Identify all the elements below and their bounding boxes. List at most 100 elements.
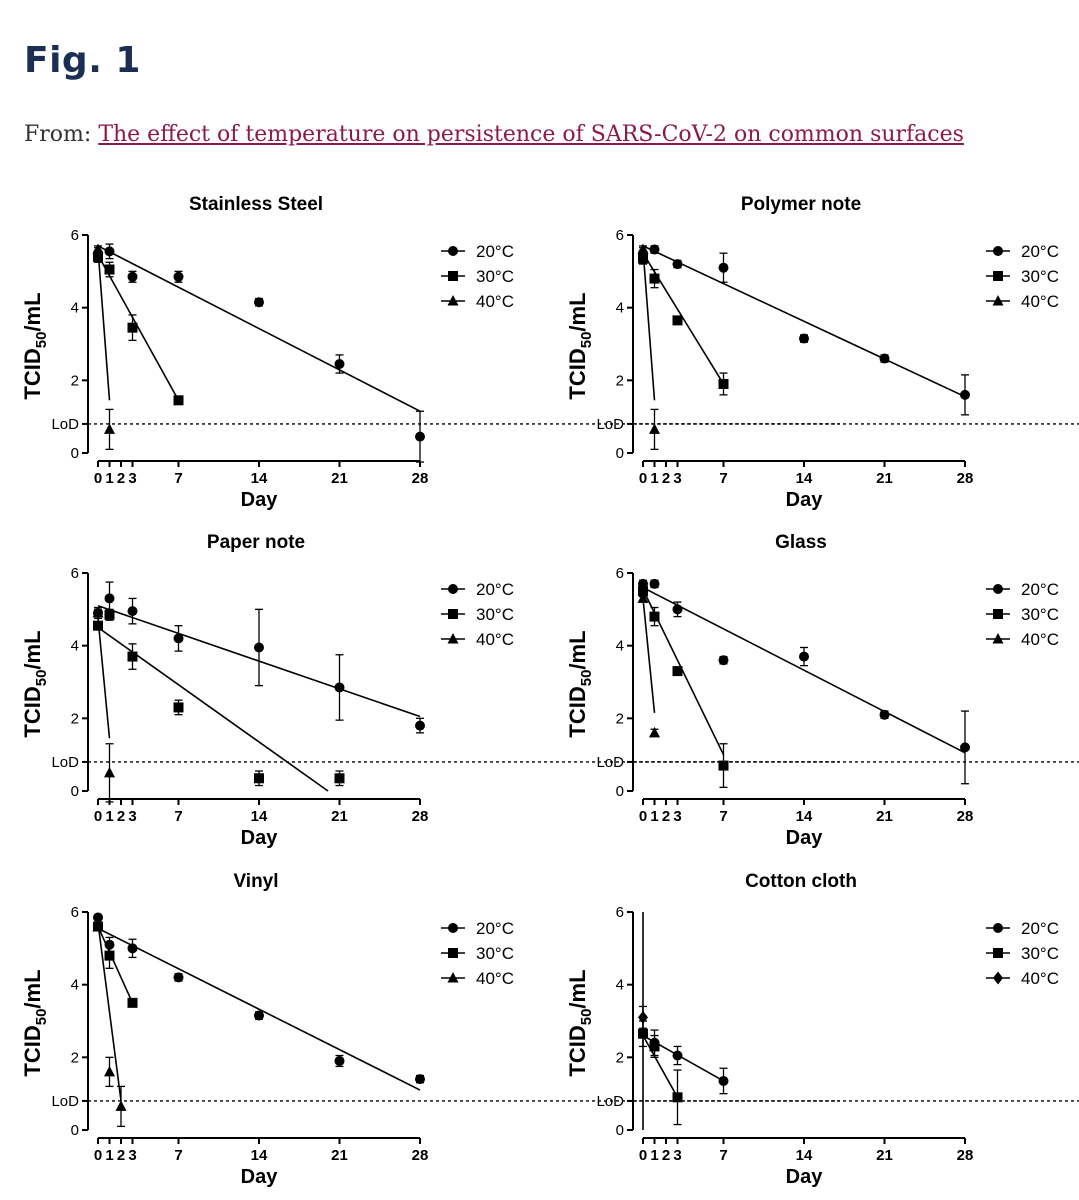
data-point — [173, 395, 184, 406]
y-tick-label: 4 — [616, 977, 624, 994]
y-axis-label: TCID50/mL — [565, 969, 595, 1076]
y-tick-label: 4 — [71, 638, 79, 655]
data-point — [334, 773, 345, 784]
x-tick-label: 2 — [117, 1147, 125, 1164]
x-tick-label: 2 — [117, 808, 125, 825]
data-point — [173, 972, 184, 983]
y-axis-label-main: TCID — [565, 1025, 590, 1076]
fit-line — [97, 927, 421, 1091]
y-tick-label: 6 — [616, 904, 624, 921]
y-axis-label: TCID50/mL — [565, 630, 595, 737]
x-tick-label: 7 — [174, 808, 182, 825]
data-point — [799, 333, 809, 344]
legend-label: 40°C — [1021, 630, 1059, 649]
data-point — [104, 593, 115, 604]
legend-marker — [448, 271, 458, 281]
lod-label: LoD — [596, 754, 624, 771]
x-tick-label: 0 — [94, 470, 102, 487]
data-point — [254, 773, 264, 784]
data-point — [92, 920, 104, 932]
legend-marker — [448, 609, 458, 619]
data-point — [115, 1100, 127, 1111]
y-tick-label: 0 — [71, 783, 79, 800]
y-tick-label: 4 — [71, 300, 79, 317]
fit-line — [97, 922, 122, 1102]
x-tick-label: 21 — [876, 1147, 893, 1164]
x-tick-label: 21 — [876, 470, 893, 487]
legend-label: 30°C — [1021, 267, 1059, 286]
x-tick-label: 2 — [662, 808, 670, 825]
data-point — [637, 243, 649, 255]
series — [638, 578, 970, 785]
series — [93, 250, 184, 406]
data-point — [649, 423, 660, 434]
source-line: From: The effect of temperature on persi… — [24, 122, 964, 147]
data-point — [672, 666, 683, 677]
fit-line — [97, 926, 134, 1004]
x-tick-label: 1 — [650, 808, 658, 825]
x-tick-label: 14 — [796, 808, 813, 825]
data-point — [334, 358, 345, 369]
x-tick-label: 3 — [673, 808, 681, 825]
legend-marker — [993, 246, 1003, 256]
legend-marker — [992, 295, 1004, 306]
x-tick-label: 0 — [94, 808, 102, 825]
y-axis-label-main: TCID — [20, 348, 45, 399]
data-point — [104, 766, 115, 778]
data-point — [718, 655, 729, 666]
data-point — [879, 353, 890, 364]
series — [92, 606, 115, 803]
x-tick-label: 3 — [673, 1147, 681, 1164]
data-point — [718, 378, 729, 389]
x-tick-label: 2 — [662, 470, 670, 487]
legend-marker — [993, 271, 1003, 281]
legend-label: 30°C — [476, 944, 514, 963]
from-label: From: — [24, 122, 92, 147]
data-point — [334, 1055, 345, 1066]
legend-label: 30°C — [476, 605, 514, 624]
x-tick-label: 14 — [251, 470, 268, 487]
data-point — [127, 606, 138, 617]
x-tick-label: 0 — [639, 470, 647, 487]
x-axis-label: Day — [786, 1166, 824, 1188]
article-link[interactable]: The effect of temperature on persistence… — [98, 122, 964, 147]
data-point — [799, 651, 809, 662]
legend-label: 20°C — [1021, 242, 1059, 261]
y-tick-label: 2 — [616, 372, 624, 389]
chart-title: Stainless Steel — [189, 194, 323, 215]
data-point — [104, 950, 115, 961]
y-tick-label: 2 — [616, 1049, 624, 1066]
x-tick-label: 3 — [128, 808, 136, 825]
data-point — [649, 244, 660, 255]
x-tick-label: 21 — [331, 1147, 348, 1164]
data-point — [879, 709, 890, 720]
y-tick-label: 4 — [616, 300, 624, 317]
fit-line — [642, 586, 966, 754]
data-point — [254, 1010, 264, 1021]
x-tick-label: 28 — [412, 1147, 429, 1164]
y-tick-label: 6 — [616, 227, 624, 244]
x-tick-label: 1 — [650, 1147, 658, 1164]
data-point — [718, 262, 729, 273]
legend-marker — [448, 584, 458, 594]
x-tick-label: 14 — [796, 470, 813, 487]
y-tick-label: 0 — [616, 445, 624, 462]
x-tick-label: 7 — [719, 1147, 727, 1164]
figure-title: Fig. 1 — [24, 40, 141, 81]
y-axis-label-unit: /mL — [565, 969, 590, 1008]
fit-line — [642, 245, 966, 398]
y-axis-label-unit: /mL — [565, 292, 590, 331]
data-point — [718, 760, 729, 771]
legend-marker — [993, 923, 1003, 933]
data-point — [672, 1092, 683, 1103]
legend-label: 20°C — [476, 580, 514, 599]
x-tick-label: 21 — [876, 808, 893, 825]
legend-marker — [448, 948, 458, 958]
data-point — [254, 297, 264, 308]
chart-title: Glass — [775, 532, 827, 553]
y-axis-label: TCID50/mL — [20, 292, 50, 399]
data-point — [104, 1065, 115, 1077]
series — [638, 1028, 729, 1095]
series — [93, 912, 425, 1091]
